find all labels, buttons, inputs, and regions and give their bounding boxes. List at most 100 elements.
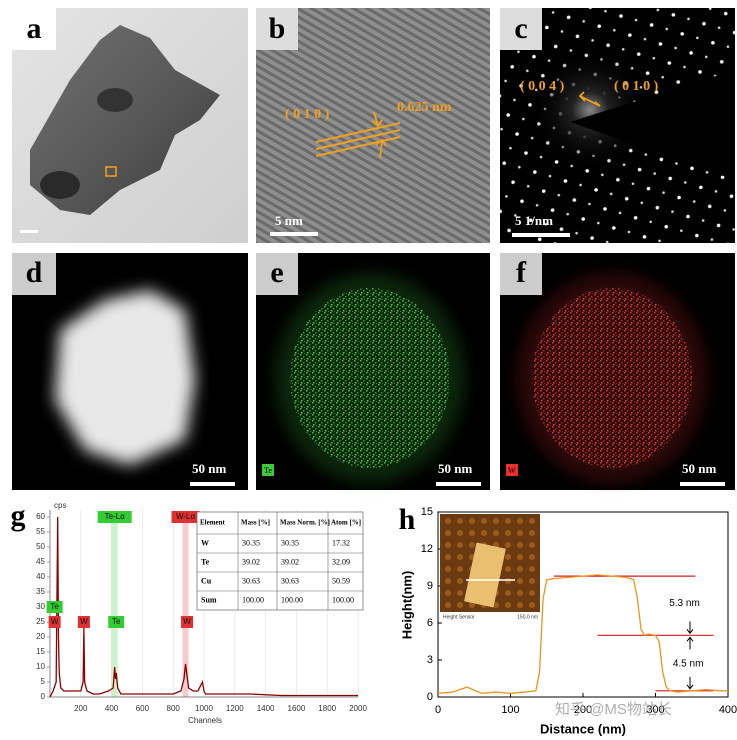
w-signal <box>532 288 692 468</box>
inset-footer <box>440 612 540 621</box>
label-box <box>256 253 298 295</box>
inset-label: 150.0 nm <box>517 614 538 620</box>
arrows <box>371 111 387 159</box>
lattice-line <box>315 129 401 150</box>
x-tick-label: 1200 <box>226 704 244 713</box>
annotation-box <box>48 616 61 628</box>
flake <box>30 25 220 215</box>
annotation: W <box>183 617 191 626</box>
scale-bar <box>20 230 38 233</box>
table-cell: 30.35 <box>281 538 299 547</box>
y-tick-label: 20 <box>36 632 45 641</box>
x-tick-label: 1400 <box>257 704 275 713</box>
y-tick-label: 55 <box>36 527 45 536</box>
y-axis-title: Height(nm) <box>399 571 414 640</box>
plane-label: ( 0 1 0 ) <box>614 79 659 94</box>
spacing-label: 0.625 nm <box>397 100 452 115</box>
x-tick-label: 600 <box>136 704 150 713</box>
panel-b: ( 0 1 0 ) 0.625 nm 5 nm b <box>256 8 490 243</box>
table-header: Atom [%] <box>331 519 361 527</box>
plane-label: ( 0 0 4 ) <box>520 79 565 94</box>
beam-stop <box>570 70 735 180</box>
watermark: 知乎 @MS物站长 <box>555 701 672 718</box>
legend-swatch <box>506 464 518 476</box>
y-tick-label: 0 <box>427 691 433 703</box>
y-tick-label: 25 <box>36 617 45 626</box>
x-tick-label: 800 <box>167 704 181 713</box>
label-box <box>256 8 298 50</box>
panel-letter: c <box>514 12 527 45</box>
x-tick-label: 400 <box>719 704 737 716</box>
label-box <box>500 8 542 50</box>
annotation-box <box>77 616 90 628</box>
annotation: W-Lα <box>176 512 196 521</box>
y-tick-label: 45 <box>36 557 45 566</box>
label-box <box>500 253 542 295</box>
x-tick-label: 1600 <box>288 704 306 713</box>
chart-h: 0 100 200 300 400 0 3 6 9 12 15 Distance (nm) Height… <box>399 506 737 737</box>
annotation: Te-Lα <box>105 512 126 521</box>
y-tick-label: 30 <box>36 602 45 611</box>
panel-letter: e <box>270 256 283 289</box>
annotation: Te <box>112 617 121 626</box>
panel-letter: d <box>26 256 43 289</box>
x-tick-label: 200 <box>74 704 88 713</box>
panel-letter: a <box>27 12 42 45</box>
arrow-head <box>686 684 694 690</box>
table-cell: 30.63 <box>281 576 299 585</box>
x-tick-label: 0 <box>435 704 441 716</box>
panel-d: 50 nm d <box>12 253 248 490</box>
selection-box <box>105 166 117 177</box>
table-cell: Sum <box>201 595 217 604</box>
table-cell: 30.35 <box>242 538 260 547</box>
scale-bar <box>680 482 725 486</box>
peak-band <box>111 517 118 697</box>
y-tick-label: 15 <box>421 506 433 518</box>
table-cell: 100.00 <box>332 595 354 604</box>
element-label: Te <box>264 466 272 475</box>
data-line <box>437 574 728 694</box>
particle <box>55 290 195 465</box>
lattice-line <box>315 122 401 143</box>
scale-bar <box>270 232 318 236</box>
peak-band <box>182 517 189 697</box>
annotation: W <box>51 617 59 626</box>
annotation: 5.3 nm <box>669 598 700 609</box>
x-axis-title: Channels <box>188 716 222 725</box>
panel-letter: g <box>11 499 26 532</box>
table-cell: 17.32 <box>332 538 350 547</box>
scale-bar <box>436 482 481 486</box>
x-tick-label: 400 <box>105 704 119 713</box>
annotation-box <box>171 511 200 523</box>
y-tick-label: 9 <box>427 580 433 592</box>
y-tick-label: 15 <box>36 647 45 656</box>
x-tick-label: 100 <box>501 704 519 716</box>
panel-letter: f <box>516 256 527 289</box>
table-cell: 32.09 <box>332 557 350 566</box>
table-header: Mass Norm. [%] <box>280 519 330 527</box>
table-header: Mass [%] <box>241 519 270 527</box>
x-tick-label: 1800 <box>318 704 336 713</box>
y-tick-label: 50 <box>36 542 45 551</box>
label-box <box>12 253 56 295</box>
plane-label: ( 0 1 0 ) <box>285 107 330 122</box>
annotation-box <box>46 601 63 613</box>
y-tick-label: 3 <box>427 654 433 666</box>
table-cell: 100.00 <box>242 595 264 604</box>
data-line <box>49 516 358 698</box>
table-cell: 39.02 <box>242 557 260 566</box>
table-cell: 50.59 <box>332 576 350 585</box>
central-glow <box>530 50 650 170</box>
inset-label: Height Sensor <box>443 614 475 620</box>
scale-bar <box>512 233 570 237</box>
dark-region <box>40 171 80 199</box>
y-tick-label: 5 <box>41 677 46 686</box>
table-bg <box>196 511 364 611</box>
annotation: 4.5 nm <box>673 658 704 669</box>
label-box <box>12 8 56 50</box>
arrows <box>578 91 601 107</box>
x-tick-label: 300 <box>646 704 664 716</box>
x-tick-label: 1000 <box>195 704 213 713</box>
scale-bar-label: 5 1/nm <box>515 213 553 228</box>
